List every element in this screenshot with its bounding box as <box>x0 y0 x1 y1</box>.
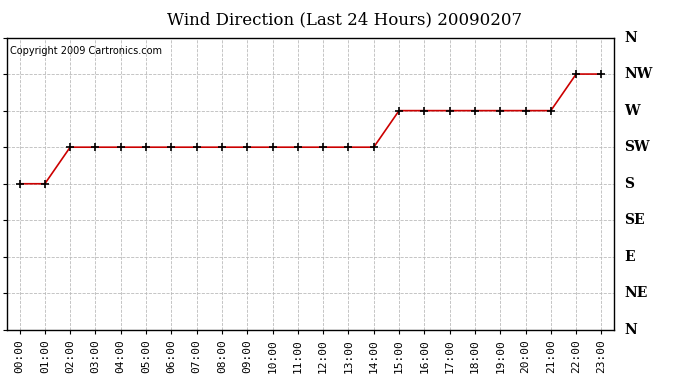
Text: N: N <box>624 323 637 337</box>
Text: E: E <box>624 250 635 264</box>
Text: SW: SW <box>624 140 650 154</box>
Text: NE: NE <box>624 286 648 300</box>
Text: Copyright 2009 Cartronics.com: Copyright 2009 Cartronics.com <box>10 46 162 56</box>
Text: S: S <box>624 177 634 191</box>
Text: NW: NW <box>624 67 653 81</box>
Text: Wind Direction (Last 24 Hours) 20090207: Wind Direction (Last 24 Hours) 20090207 <box>168 11 522 28</box>
Text: SE: SE <box>624 213 645 227</box>
Text: W: W <box>624 104 640 118</box>
Text: N: N <box>624 30 637 45</box>
